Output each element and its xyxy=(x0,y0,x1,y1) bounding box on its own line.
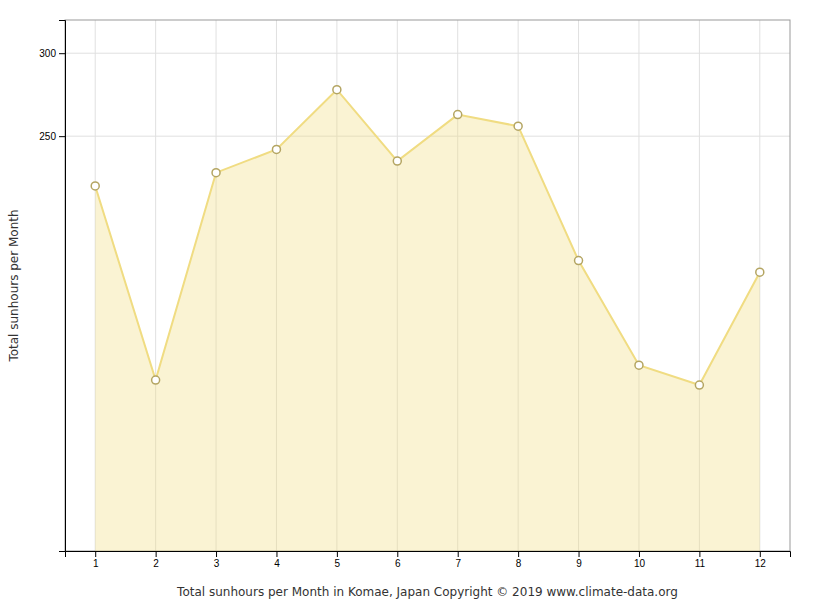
tick: 3 xyxy=(214,551,220,569)
tick: 5 xyxy=(335,551,341,569)
point xyxy=(695,381,703,389)
chart: 123456789101112250300Total sunhours per … xyxy=(0,0,815,611)
y-axis-title: Total sunhours per Month xyxy=(7,209,21,362)
tick-mark xyxy=(579,551,580,557)
grid-line xyxy=(65,136,790,137)
point xyxy=(333,86,341,94)
axis-line xyxy=(66,552,791,558)
marks xyxy=(91,86,764,551)
area xyxy=(95,90,760,551)
tick-label: 3 xyxy=(214,558,220,569)
tick-mark xyxy=(639,551,640,557)
point xyxy=(152,376,160,384)
tick-label: 7 xyxy=(455,558,461,569)
tick-label: 6 xyxy=(395,558,401,569)
tick-label: 2 xyxy=(153,558,159,569)
tick: 11 xyxy=(695,551,706,569)
tick: 4 xyxy=(274,551,280,569)
point xyxy=(91,182,99,190)
tick-mark xyxy=(216,551,217,557)
y-axis: 250 300 xyxy=(39,21,65,552)
tick: 300 xyxy=(39,48,65,59)
point xyxy=(212,169,220,177)
x-axis-title: Total sunhours per Month in Komae, Japan… xyxy=(176,585,678,599)
tick-mark xyxy=(458,551,459,557)
tick: 8 xyxy=(516,551,522,569)
tick-label: 10 xyxy=(634,558,646,569)
tick: 1 xyxy=(93,551,99,569)
point xyxy=(575,257,583,265)
tick-label: 8 xyxy=(516,558,522,569)
point xyxy=(454,111,462,119)
tick-mark xyxy=(276,551,277,557)
line xyxy=(95,90,760,385)
tick: 12 xyxy=(755,551,767,569)
tick: 9 xyxy=(576,551,582,569)
tick: 10 xyxy=(634,551,646,569)
grid-line xyxy=(65,53,790,54)
x-axis: 123456789101112 xyxy=(66,551,791,569)
axis-line xyxy=(59,21,66,552)
tick-mark xyxy=(95,551,96,557)
tick-label: 11 xyxy=(695,558,706,569)
tick-mark xyxy=(156,551,157,557)
point xyxy=(272,145,280,153)
tick-label: 250 xyxy=(39,131,56,142)
point xyxy=(393,157,401,165)
tick: 6 xyxy=(395,551,401,569)
tick-label: 1 xyxy=(93,558,99,569)
point xyxy=(514,122,522,130)
tick: 7 xyxy=(455,551,461,569)
tick-label: 4 xyxy=(274,558,280,569)
plot: 123456789101112250300 xyxy=(39,20,790,569)
tick-label: 12 xyxy=(755,558,767,569)
tick-label: 300 xyxy=(39,48,56,59)
point xyxy=(635,361,643,369)
plot-frame xyxy=(65,20,790,551)
tick: 2 xyxy=(153,551,159,569)
tick-mark xyxy=(59,53,65,54)
tick-mark xyxy=(760,551,761,557)
tick-mark xyxy=(397,551,398,557)
tick-label: 5 xyxy=(335,558,341,569)
tick: 250 xyxy=(39,131,65,142)
tick-mark xyxy=(518,551,519,557)
tick-label: 9 xyxy=(576,558,582,569)
grid xyxy=(65,20,790,551)
tick-mark xyxy=(699,551,700,557)
tick-mark xyxy=(59,136,65,137)
point xyxy=(756,268,764,276)
tick-mark xyxy=(337,551,338,557)
